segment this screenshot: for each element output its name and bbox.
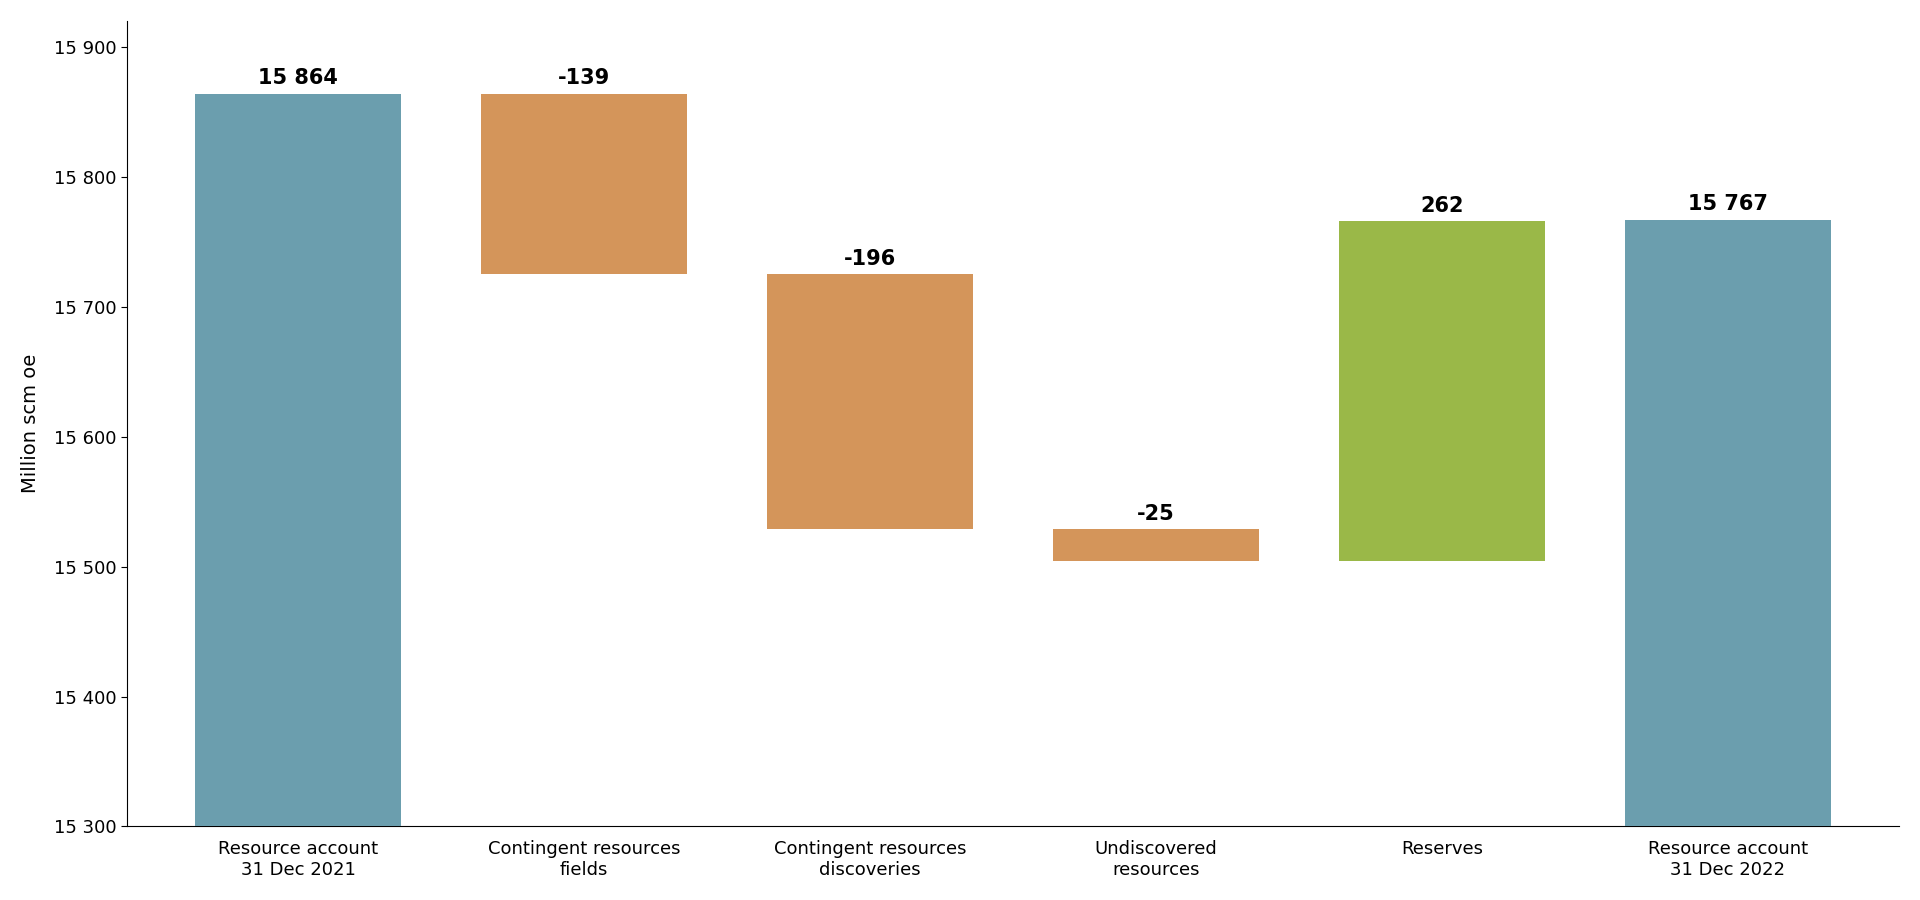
Bar <box>1338 220 1546 562</box>
Bar <box>196 94 401 826</box>
Text: 262: 262 <box>1421 195 1463 216</box>
Bar <box>768 274 973 529</box>
Bar <box>482 94 687 274</box>
Text: 15 767: 15 767 <box>1688 194 1768 214</box>
Bar <box>1052 529 1260 562</box>
Text: -139: -139 <box>559 68 611 88</box>
Text: -196: -196 <box>845 249 897 269</box>
Text: -25: -25 <box>1137 504 1175 524</box>
Y-axis label: Million scm oe: Million scm oe <box>21 354 40 493</box>
Text: 15 864: 15 864 <box>259 68 338 88</box>
Bar <box>1624 220 1830 826</box>
